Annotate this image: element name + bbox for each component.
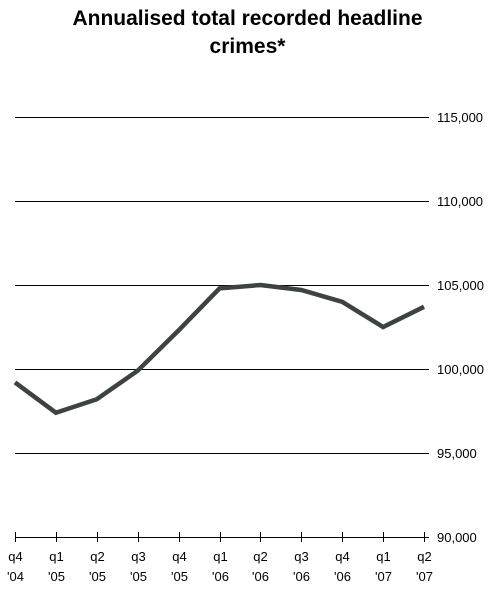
y-axis-tick-labels: 115,000 110,000 105,000 100,000 95,000 90,000 bbox=[437, 110, 484, 545]
series-line bbox=[13, 282, 425, 416]
x-axis-tick-labels: q4'04 q1'05 q2'05 q3'05 q4'05 q1'06 q2'06 q3'06… bbox=[7, 549, 433, 584]
y-tick-label: 105,000 bbox=[437, 278, 484, 293]
y-tick-label: 100,000 bbox=[437, 362, 484, 377]
x-tick-label: q4'05 bbox=[171, 549, 188, 584]
x-tick-label: q3'06 bbox=[293, 549, 310, 584]
series-layer bbox=[13, 282, 425, 416]
x-tick-label: q2'06 bbox=[252, 549, 269, 584]
x-tick-label: q1'05 bbox=[48, 549, 65, 584]
x-tick-label: q1'06 bbox=[212, 549, 229, 584]
y-tick-label: 95,000 bbox=[437, 446, 477, 461]
x-tick-label: q3'05 bbox=[130, 549, 147, 584]
y-tick-label: 110,000 bbox=[437, 194, 483, 209]
chart-title-line-2: crimes* bbox=[209, 35, 286, 58]
x-tick-label: q4'04 bbox=[7, 549, 24, 584]
x-axis bbox=[15, 532, 429, 542]
chart-title-line-1: Annualised total recorded headline bbox=[72, 7, 423, 30]
x-tick-label: q1'07 bbox=[375, 549, 392, 584]
x-tick-label: q2'07 bbox=[416, 549, 433, 584]
y-tick-label: 115,000 bbox=[437, 110, 483, 125]
x-tick-label: q2'05 bbox=[89, 549, 106, 584]
grid-lines bbox=[15, 117, 429, 454]
y-tick-label: 90,000 bbox=[437, 530, 477, 545]
x-tick-label: q4'06 bbox=[334, 549, 351, 584]
chart-title: Annualised total recorded headline crime… bbox=[0, 5, 495, 61]
